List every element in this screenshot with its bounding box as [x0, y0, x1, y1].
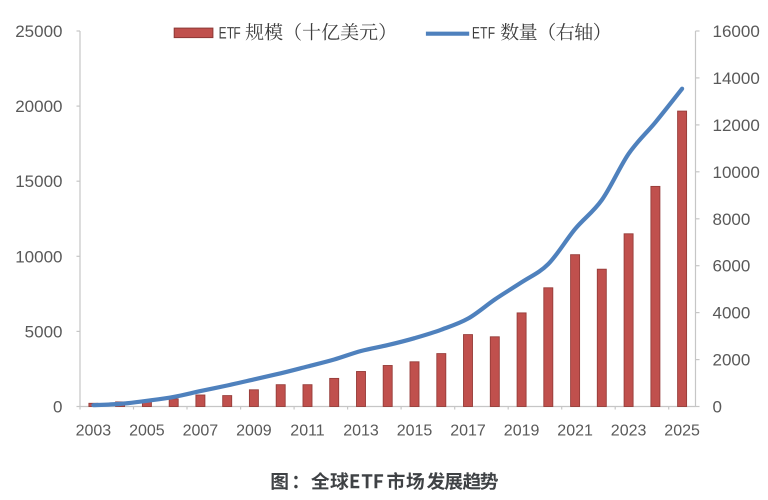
- svg-text:2005: 2005: [129, 423, 165, 440]
- svg-text:2011: 2011: [290, 423, 325, 440]
- svg-text:12000: 12000: [713, 116, 760, 135]
- svg-text:6000: 6000: [713, 257, 751, 276]
- svg-text:2021: 2021: [557, 423, 593, 440]
- svg-text:2015: 2015: [397, 423, 433, 440]
- svg-text:0: 0: [53, 398, 62, 417]
- svg-text:10000: 10000: [713, 163, 760, 182]
- svg-text:2023: 2023: [611, 423, 647, 440]
- svg-text:2013: 2013: [343, 423, 379, 440]
- svg-text:2009: 2009: [236, 423, 272, 440]
- svg-text:10000: 10000: [15, 247, 62, 266]
- svg-text:2003: 2003: [76, 423, 112, 440]
- svg-text:2019: 2019: [504, 423, 540, 440]
- svg-text:5000: 5000: [25, 322, 63, 341]
- svg-text:2017: 2017: [450, 423, 486, 440]
- svg-text:15000: 15000: [15, 172, 62, 191]
- svg-text:20000: 20000: [15, 97, 62, 116]
- svg-text:8000: 8000: [713, 210, 751, 229]
- svg-text:14000: 14000: [713, 69, 760, 88]
- svg-text:2000: 2000: [713, 351, 751, 370]
- svg-text:2025: 2025: [664, 423, 700, 440]
- svg-text:25000: 25000: [15, 22, 62, 41]
- svg-text:16000: 16000: [713, 22, 760, 41]
- svg-text:0: 0: [713, 398, 722, 417]
- svg-text:4000: 4000: [713, 304, 751, 323]
- svg-text:2007: 2007: [183, 423, 219, 440]
